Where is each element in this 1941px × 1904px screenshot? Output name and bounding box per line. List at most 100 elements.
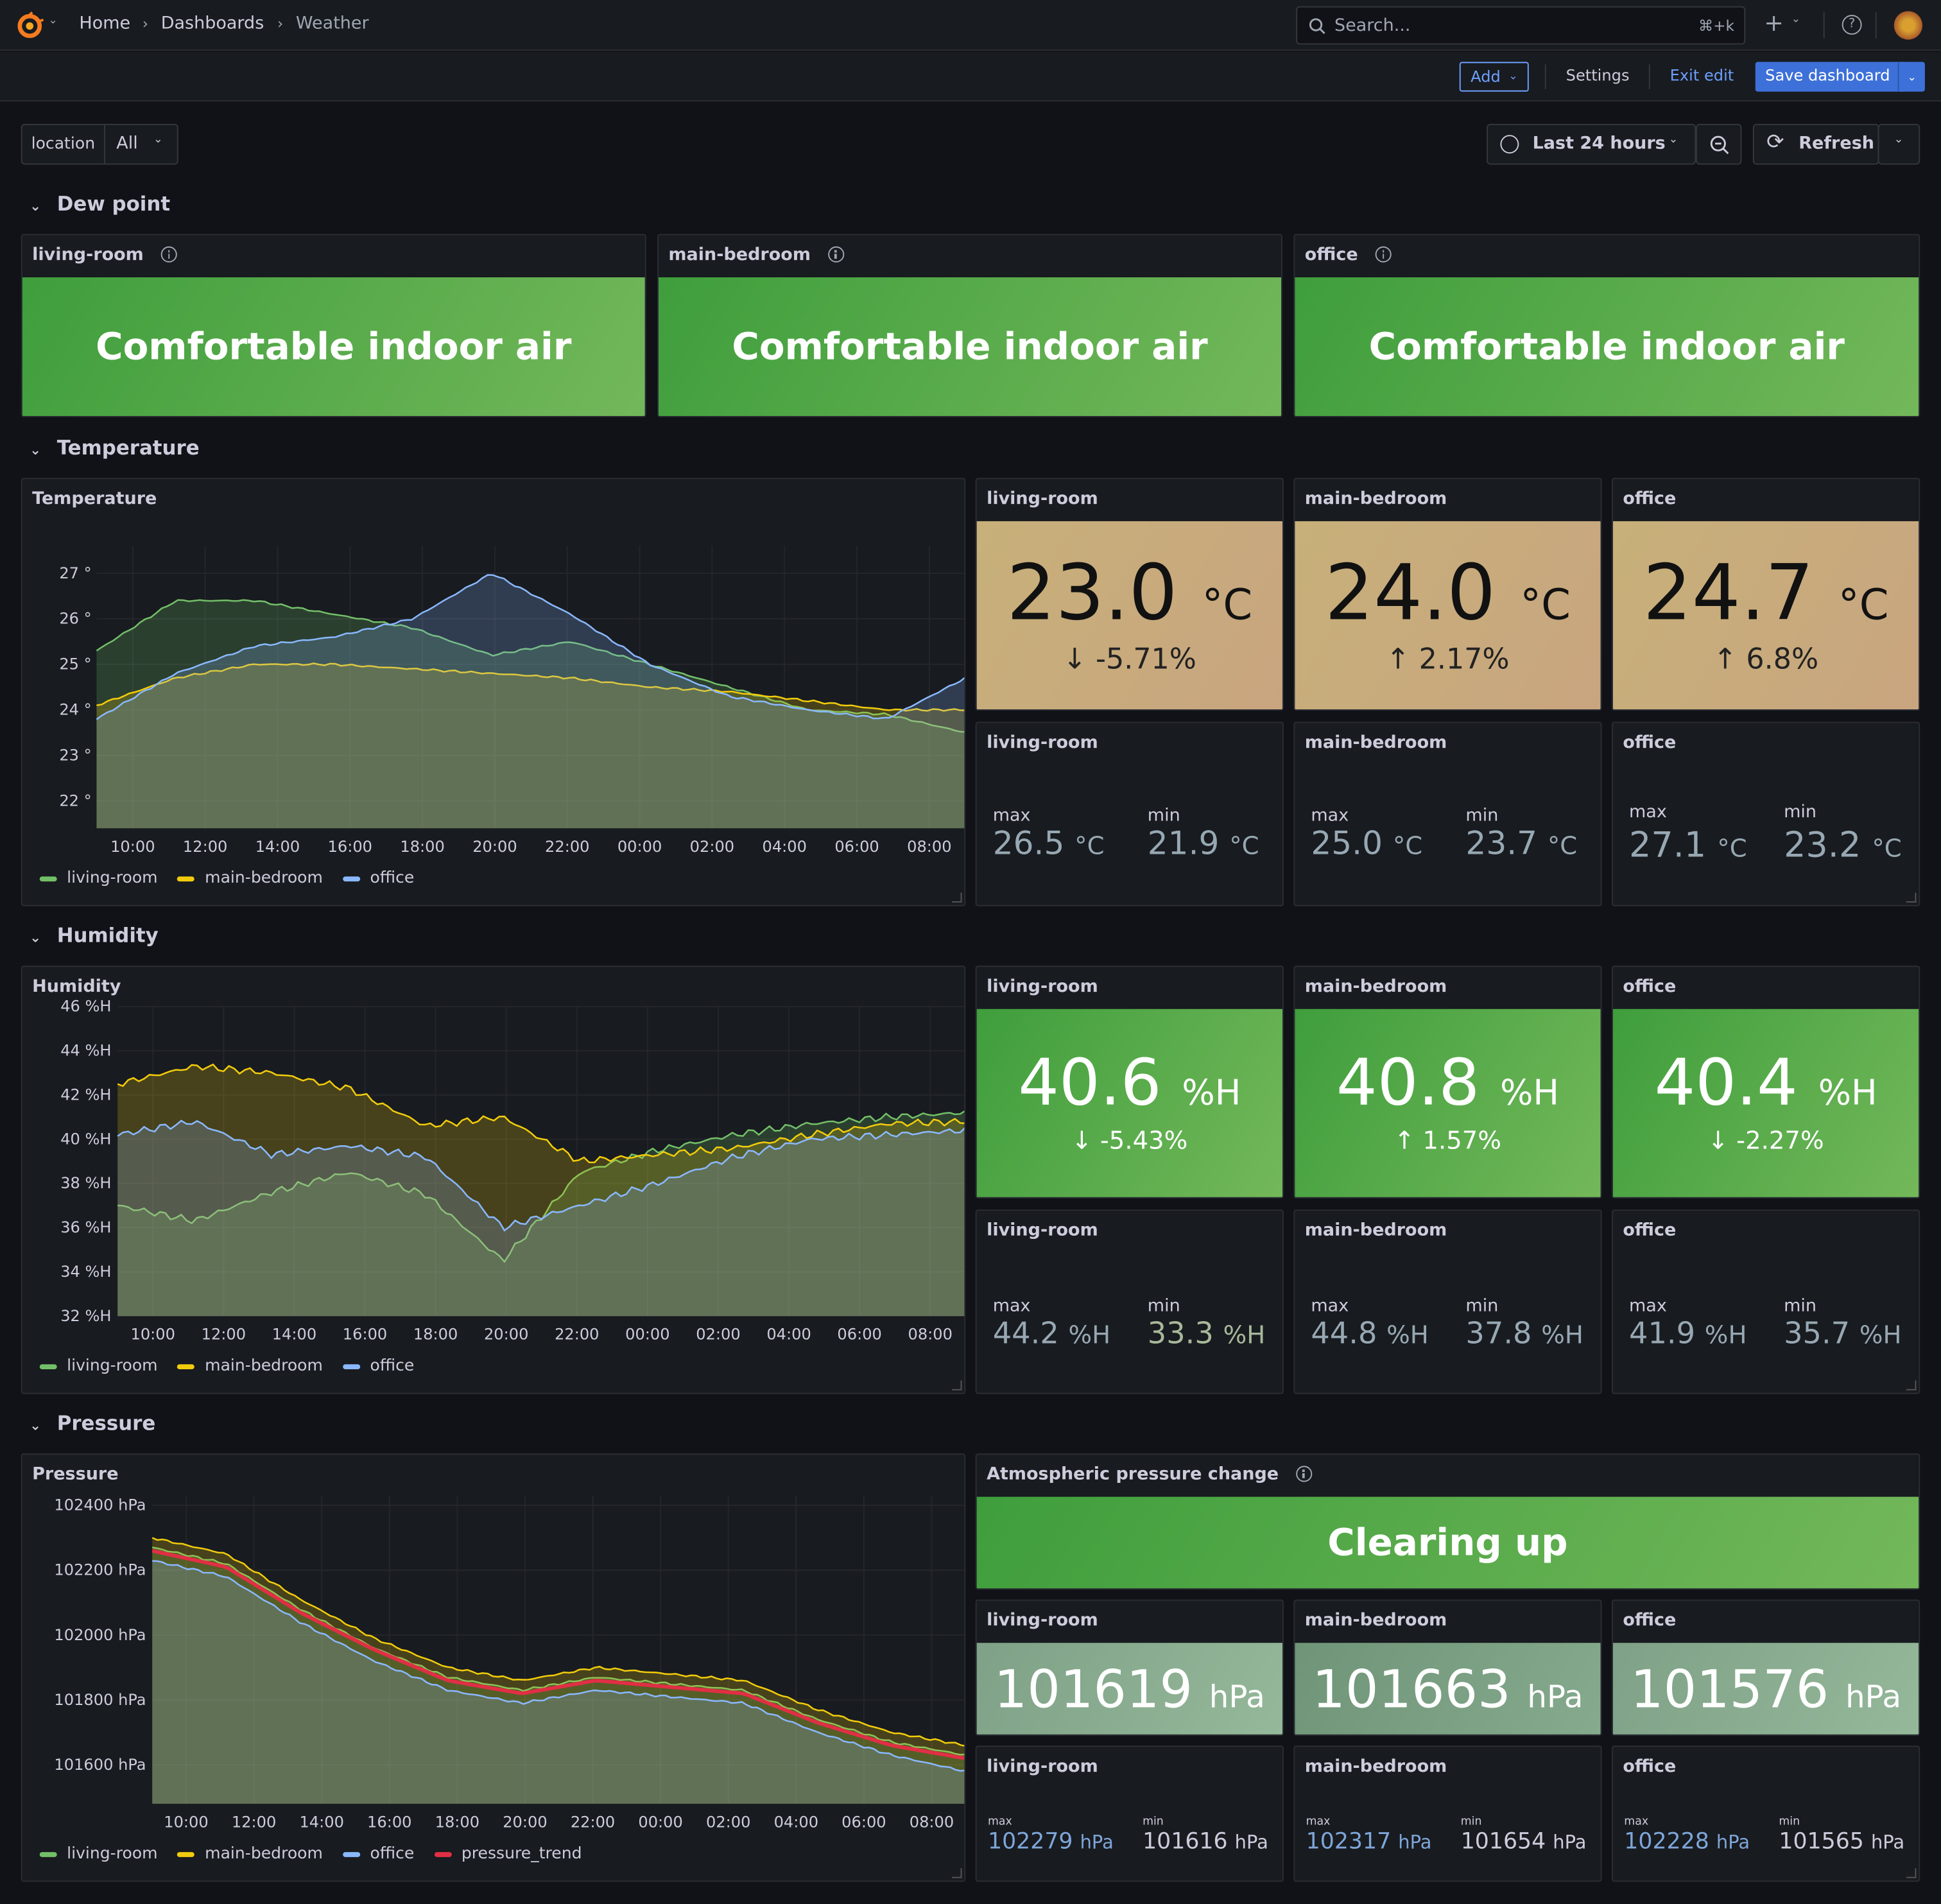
series-line-main-bedroom	[117, 1063, 965, 1163]
stat-value: 24.0 °C	[1325, 554, 1571, 632]
series-line-main-bedroom	[96, 662, 965, 712]
legend-item[interactable]: office	[343, 869, 414, 888]
dew-panel-living-room[interactable]: living-room Comfortable indoor air	[21, 234, 646, 417]
row-dew-point[interactable]: ⌄ Dew point	[30, 192, 170, 216]
unit: %H	[1386, 1319, 1429, 1350]
save-options-button[interactable]: ⌄	[1897, 62, 1925, 92]
time-range-picker[interactable]: Last 24 hours ⌄	[1487, 123, 1696, 165]
unit: hPa	[1716, 1831, 1750, 1854]
stat-value: 23.0 °C	[1006, 554, 1252, 632]
legend-item[interactable]: office	[343, 1357, 414, 1376]
resize-handle[interactable]	[952, 1868, 962, 1878]
chevron-down-icon[interactable]: ⌄	[48, 15, 58, 28]
refresh-button[interactable]: ⟳ Refresh	[1752, 123, 1879, 165]
search-bar[interactable]: Search... ⌘+k	[1296, 6, 1746, 45]
info-icon[interactable]	[828, 246, 845, 263]
avatar[interactable]	[1894, 11, 1923, 40]
plus-icon[interactable]: +	[1764, 10, 1784, 37]
temp-stat-main-bedroom[interactable]: main-bedroom 24.0 °C ↑ 2.17%	[1293, 478, 1602, 711]
legend-item[interactable]: living-room	[39, 1845, 158, 1863]
stat-unit: %H	[1500, 1072, 1560, 1113]
breadcrumb-home[interactable]: Home	[79, 13, 131, 34]
chevron-down-icon: ⌄	[1508, 70, 1518, 83]
x-tick-label: 00:00	[638, 1813, 682, 1831]
pressure-stat-main-bedroom[interactable]: main-bedroom 101663 hPa	[1293, 1599, 1602, 1736]
resize-handle[interactable]	[1906, 892, 1917, 903]
temp-minmax-living-room[interactable]: living-room max 26.5 °C min 21.9 °C	[975, 722, 1284, 906]
refresh-interval-picker[interactable]: ⌄	[1877, 123, 1920, 165]
humidity-stat-living-room[interactable]: living-room 40.6 %H ↓ -5.43%	[975, 965, 1284, 1199]
location-variable[interactable]: location All ⌄	[21, 123, 178, 165]
legend-item[interactable]: pressure_trend	[434, 1845, 582, 1863]
temp-stat-living-room[interactable]: living-room 23.0 °C ↓ -5.71%	[975, 478, 1284, 711]
legend-item[interactable]: living-room	[39, 1357, 158, 1376]
humidity-stat-office[interactable]: office 40.4 %H ↓ -2.27%	[1611, 965, 1920, 1199]
legend-item[interactable]: main-bedroom	[177, 1845, 323, 1863]
resize-handle[interactable]	[952, 1380, 962, 1390]
info-icon[interactable]	[1375, 246, 1392, 263]
pressure-minmax-main-bedroom[interactable]: main-bedroom max 102317 hPa min 101654 h…	[1293, 1745, 1602, 1882]
resize-handle[interactable]	[1906, 1380, 1917, 1390]
x-tick-label: 14:00	[255, 838, 300, 856]
divider	[1823, 12, 1825, 39]
temp-minmax-office[interactable]: office max 27.1 °C min 23.2 °C	[1611, 722, 1920, 906]
resize-handle[interactable]	[1906, 1868, 1917, 1878]
dew-panel-main-bedroom[interactable]: main-bedroom Comfortable indoor air	[657, 234, 1282, 417]
chevron-down-icon: ⌄	[30, 198, 42, 214]
y-tick-label: 102400 hPa	[54, 1496, 146, 1514]
help-icon[interactable]: ?	[1842, 15, 1862, 35]
pressure-minmax-living-room[interactable]: living-room max 102279 hPa min 101616 hP…	[975, 1745, 1284, 1882]
temp-stat-office[interactable]: office 24.7 °C ↑ 6.8%	[1611, 478, 1920, 711]
legend-item[interactable]: office	[343, 1845, 414, 1863]
add-button[interactable]: Add ⌄	[1459, 62, 1530, 92]
panel-title: office	[1305, 245, 1392, 265]
info-icon[interactable]	[160, 246, 177, 263]
zoom-out-button[interactable]	[1696, 123, 1742, 165]
x-tick-label: 08:00	[907, 838, 951, 856]
arrow-up-icon: ↑	[1386, 643, 1410, 676]
location-value[interactable]: All	[116, 134, 138, 154]
stat-unit: °C	[1838, 580, 1889, 630]
pressure-change-panel[interactable]: Atmospheric pressure change Clearing up	[975, 1453, 1920, 1590]
legend-item[interactable]: main-bedroom	[177, 1357, 323, 1376]
save-dashboard-button[interactable]: Save dashboard	[1755, 62, 1908, 92]
row-temperature[interactable]: ⌄ Temperature	[30, 436, 199, 460]
humidity-stat-main-bedroom[interactable]: main-bedroom 40.8 %H ↑ 1.57%	[1293, 965, 1602, 1199]
x-tick-label: 20:00	[503, 1813, 547, 1831]
panel-title: Temperature	[32, 489, 157, 509]
info-icon[interactable]	[1296, 1466, 1313, 1482]
x-tick-label: 00:00	[617, 838, 662, 856]
humidity-minmax-living-room[interactable]: living-room max 44.2 %H min 33.3 %H	[975, 1209, 1284, 1394]
humidity-minmax-main-bedroom[interactable]: main-bedroom max 44.8 %H min 37.8 %H	[1293, 1209, 1602, 1394]
breadcrumb-dashboards[interactable]: Dashboards	[160, 13, 264, 34]
min-label: min	[1460, 1816, 1482, 1829]
dew-panel-office[interactable]: office Comfortable indoor air	[1293, 234, 1920, 417]
humidity-chart-panel[interactable]: Humidity 46 %H 44 %H 42 %H 40 %H 38 %H 36 %H 3…	[21, 965, 966, 1394]
humidity-minmax-office[interactable]: office max 41.9 %H min 35.7 %H	[1611, 1209, 1920, 1394]
resize-handle[interactable]	[952, 892, 962, 903]
exit-edit-button[interactable]: Exit edit	[1669, 65, 1734, 85]
panel-title: main-bedroom	[1304, 732, 1447, 753]
min-number: 21.9	[1147, 826, 1220, 863]
pressure-stat-living-room[interactable]: living-room 101619 hPa	[975, 1599, 1284, 1736]
pressure-minmax-office[interactable]: office max 102228 hPa min 101565 hPa	[1611, 1745, 1920, 1882]
legend-item[interactable]: living-room	[39, 869, 158, 888]
row-humidity[interactable]: ⌄ Humidity	[30, 924, 158, 948]
pressure-chart[interactable]: 102400 hPa 102200 hPa 102000 hPa 101800 hPa…	[22, 1455, 966, 1882]
temp-minmax-main-bedroom[interactable]: main-bedroom max 25.0 °C min 23.7 °C	[1293, 722, 1602, 906]
legend-item[interactable]: main-bedroom	[177, 869, 323, 888]
temperature-chart-panel[interactable]: Temperature 27 ° 26 ° 25 ° 24 ° 23 ° 22 ° 10:0…	[21, 478, 966, 906]
chevron-down-icon[interactable]: ⌄	[1791, 13, 1801, 26]
grafana-logo-icon[interactable]	[15, 11, 44, 40]
humidity-chart[interactable]: 46 %H 44 %H 42 %H 40 %H 38 %H 36 %H 34 %H 32 %H…	[22, 967, 966, 1394]
temperature-chart[interactable]: 27 ° 26 ° 25 ° 24 ° 23 ° 22 ° 10:00 12:00 14:00 1…	[22, 479, 966, 906]
pressure-stat-office[interactable]: office 101576 hPa	[1611, 1599, 1920, 1736]
dew-status: Comfortable indoor air	[1295, 277, 1919, 416]
row-pressure[interactable]: ⌄ Pressure	[30, 1412, 155, 1435]
x-tick-label: 20:00	[484, 1326, 528, 1344]
stat-value: 24.7 °C	[1643, 554, 1889, 632]
settings-button[interactable]: Settings	[1566, 65, 1630, 85]
stat-number: 23.0	[1006, 547, 1178, 638]
x-tick-label: 12:00	[183, 838, 227, 856]
pressure-chart-panel[interactable]: Pressure 102400 hPa 102200 hPa 102000 hPa 1…	[21, 1453, 966, 1882]
